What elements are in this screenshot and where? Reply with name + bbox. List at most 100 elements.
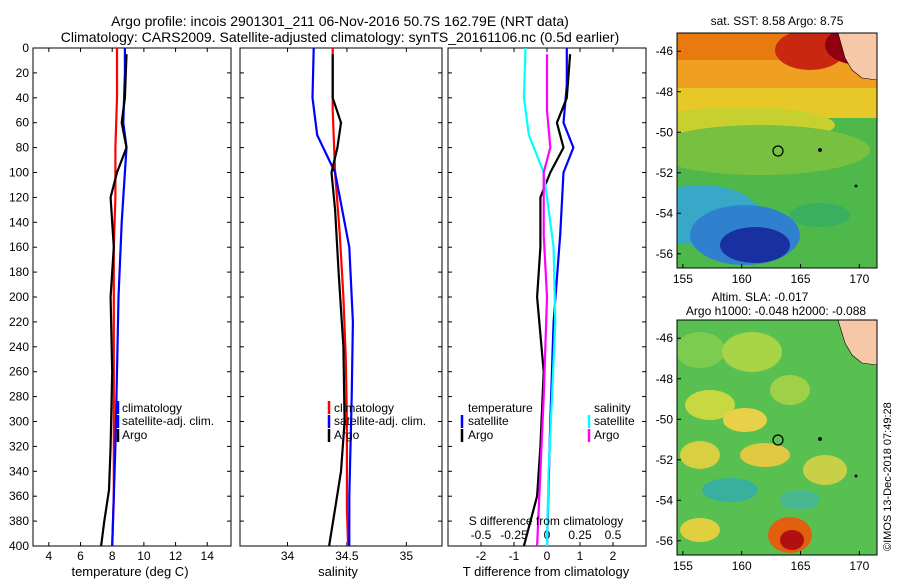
y-tick-label: 0 — [22, 41, 29, 55]
map-y-tick-label: -56 — [656, 247, 674, 261]
x-tick-label: 12 — [169, 549, 183, 563]
y-tick-label: 80 — [16, 141, 30, 155]
y-tick-label: 260 — [9, 365, 29, 379]
map-x-tick-label: 160 — [732, 559, 752, 573]
y-tick-label: 60 — [16, 116, 30, 130]
series-line — [522, 54, 572, 546]
y-tick-label: 240 — [9, 340, 29, 354]
difference-xlabel-top: S difference from climatology — [469, 514, 624, 528]
legend-title-salinity: salinity — [594, 401, 631, 415]
map-y-tick-label: -50 — [656, 125, 674, 139]
x-tick-label: 6 — [77, 549, 84, 563]
legend-label-t-argo: Argo — [468, 428, 494, 442]
y-tick-label: 40 — [16, 91, 30, 105]
sst-map-profile-marker — [772, 145, 784, 157]
sla-map-title-line1: Altim. SLA: -0.017 — [712, 290, 809, 304]
temperature-legend: climatology satellite-adj. clim. Argo — [116, 401, 214, 442]
x-tick-label: 1 — [577, 549, 584, 563]
series-line — [331, 48, 350, 546]
y-tick-label: 280 — [9, 390, 29, 404]
legend-title-temperature: temperature — [468, 401, 533, 415]
legend-label-t-satellite: satellite — [468, 414, 509, 428]
y-tick-label: 140 — [9, 215, 29, 229]
temperature-xlabel: temperature (deg C) — [71, 564, 188, 579]
map-x-tick-label: 165 — [791, 559, 811, 573]
sla-map-title-line2: Argo h1000: -0.048 h2000: -0.088 — [686, 304, 866, 318]
y-tick-label: 120 — [9, 190, 29, 204]
sla-map-profile-marker — [772, 434, 784, 446]
x-tick-label: 8 — [109, 549, 116, 563]
y-tick-label: 340 — [9, 464, 29, 478]
temperature-series — [100, 48, 128, 546]
salinity-xlabel: salinity — [318, 564, 358, 579]
y-tick-label: 160 — [9, 240, 29, 254]
y-tick-label: 20 — [16, 66, 30, 80]
map-y-tick-label: -46 — [656, 44, 674, 58]
map-y-tick-label: -56 — [656, 534, 674, 548]
sst-map-title: sat. SST: 8.58 Argo: 8.75 — [711, 14, 844, 28]
map-x-tick-label: 155 — [673, 272, 693, 286]
map-x-tick-label: 160 — [732, 272, 752, 286]
y-tick-label: 180 — [9, 265, 29, 279]
map-y-tick-label: -50 — [656, 412, 674, 426]
y-tick-label: 220 — [9, 315, 29, 329]
legend-label-s-satellite: satellite — [594, 414, 635, 428]
series-line — [328, 54, 346, 546]
map-x-tick-label: 165 — [791, 272, 811, 286]
difference-series — [522, 48, 575, 546]
map-x-tick-label: 170 — [849, 559, 869, 573]
legend-label-satellite: satellite-adj. clim. — [122, 414, 214, 428]
legend-label-satellite: satellite-adj. clim. — [334, 414, 426, 428]
x-tick-label: -2 — [476, 549, 487, 563]
temperature-plot-frame — [32, 47, 232, 547]
series-line — [100, 54, 128, 546]
y-tick-label: 380 — [9, 514, 29, 528]
top-tick-label: -0.5 — [471, 528, 492, 542]
figure-title-line2: Climatology: CARS2009. Satellite-adjuste… — [61, 29, 619, 45]
map-y-tick-label: -52 — [656, 166, 674, 180]
map-x-tick-label: 170 — [849, 272, 869, 286]
map-x-tick-label: 155 — [673, 559, 693, 573]
sst-map — [676, 32, 878, 269]
map-y-tick-label: -54 — [656, 206, 674, 220]
x-tick-label: 10 — [137, 549, 151, 563]
difference-legend-salinity: salinity satellite Argo — [587, 401, 635, 442]
salinity-legend: climatology satellite-adj. clim. Argo — [327, 401, 426, 442]
x-tick-label: 34 — [281, 549, 295, 563]
y-tick-label: 200 — [9, 290, 29, 304]
top-tick-label: 0.5 — [605, 528, 622, 542]
x-tick-label: 14 — [201, 549, 215, 563]
watermark: ©IMOS 13-Dec-2018 07:49:28 — [882, 402, 894, 551]
series-line — [536, 54, 552, 546]
x-tick-label: 4 — [45, 549, 52, 563]
top-tick-label: -0.25 — [500, 528, 528, 542]
map-y-tick-label: -52 — [656, 453, 674, 467]
top-tick-label: 0.25 — [568, 528, 592, 542]
legend-label-s-argo: Argo — [594, 428, 620, 442]
map-y-tick-label: -46 — [656, 331, 674, 345]
x-tick-label: 0 — [544, 549, 551, 563]
legend-label-climatology: climatology — [122, 401, 182, 415]
difference-xlabel: T difference from climatology — [463, 564, 630, 579]
x-tick-label: 34.5 — [335, 549, 359, 563]
map-y-tick-label: -54 — [656, 493, 674, 507]
map-y-tick-label: -48 — [656, 372, 674, 386]
sla-map — [676, 319, 878, 556]
x-tick-label: -1 — [509, 549, 520, 563]
legend-label-argo: Argo — [334, 428, 360, 442]
map-y-tick-label: -48 — [656, 85, 674, 99]
series-line — [311, 48, 354, 546]
legend-label-argo: Argo — [122, 428, 148, 442]
y-tick-label: 360 — [9, 489, 29, 503]
x-tick-label: 2 — [610, 549, 617, 563]
y-tick-label: 100 — [9, 166, 29, 180]
difference-legend-temperature: temperature satellite Argo — [460, 401, 533, 442]
y-tick-label: 320 — [9, 439, 29, 453]
series-line — [522, 48, 557, 546]
y-tick-label: 400 — [9, 539, 29, 553]
legend-label-climatology: climatology — [334, 401, 394, 415]
x-tick-label: 35 — [400, 549, 414, 563]
axes-layer: 0204060801001201401601802002202402602803… — [9, 41, 646, 563]
salinity-series — [311, 48, 354, 546]
